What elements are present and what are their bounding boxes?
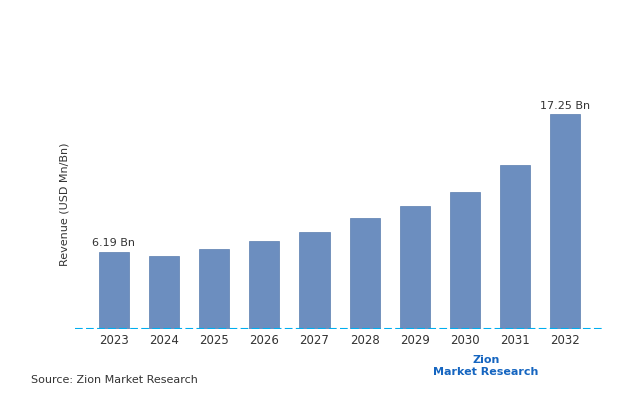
Bar	[99, 252, 129, 329]
Bar	[300, 233, 330, 329]
Text: CAGR : 10.80%: CAGR : 10.80%	[117, 107, 232, 121]
Text: Source: Zion Market Research: Source: Zion Market Research	[31, 375, 198, 385]
Bar	[249, 241, 279, 329]
Text: 17.25 Bn: 17.25 Bn	[540, 101, 590, 111]
Bar	[550, 114, 580, 329]
Text: Global Market Size, 2024-2032 (USD Billion): Global Market Size, 2024-2032 (USD Billi…	[159, 47, 464, 61]
Bar	[199, 249, 229, 329]
Bar	[350, 218, 379, 329]
Bar	[450, 192, 480, 329]
Text: Vaccine Contract Manufacturing Market,: Vaccine Contract Manufacturing Market,	[107, 16, 516, 34]
Bar	[400, 206, 430, 329]
Bar	[500, 165, 530, 329]
Y-axis label: Revenue (USD Mn/Bn): Revenue (USD Mn/Bn)	[59, 143, 69, 266]
Text: 6.19 Bn: 6.19 Bn	[92, 238, 135, 248]
Bar	[149, 256, 179, 329]
Text: Zion
Market Research: Zion Market Research	[433, 355, 539, 377]
